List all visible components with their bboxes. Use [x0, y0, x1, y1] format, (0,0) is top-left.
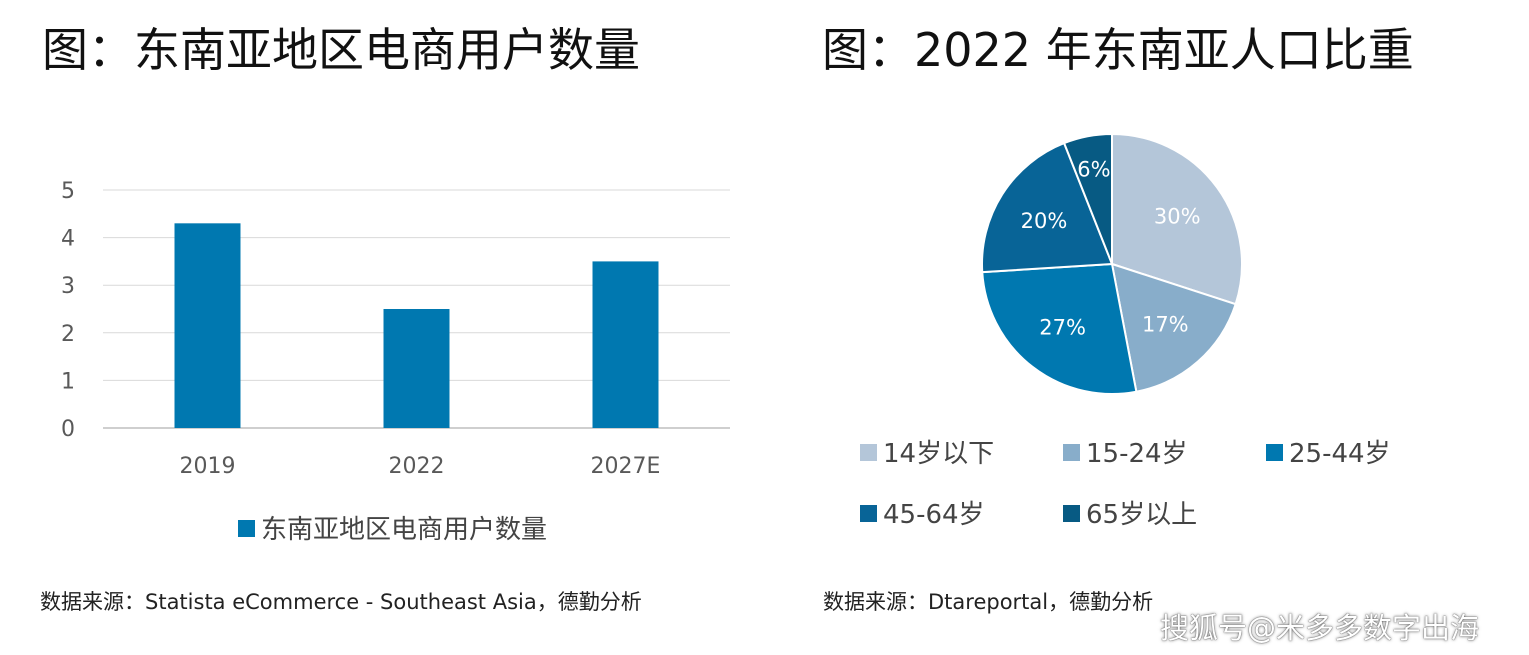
legend-label: 14岁以下 — [883, 439, 994, 469]
x-tick-label: 2027E — [591, 454, 661, 479]
legend-label: 45-64岁 — [883, 500, 985, 530]
bar — [592, 261, 659, 428]
bar-chart-source: 数据来源：Statista eCommerce - Southeast Asia… — [40, 590, 642, 614]
y-tick-label: 4 — [61, 227, 75, 252]
legend-swatch — [1063, 444, 1080, 461]
pie-data-label: 17% — [1142, 312, 1189, 336]
pie-slice — [1110, 262, 1237, 393]
legend-label: 65岁以上 — [1086, 500, 1197, 530]
pie-data-label: 30% — [1154, 205, 1201, 229]
bar-chart-title: 图：东南亚地区电商用户数量 — [42, 23, 640, 77]
bar — [174, 223, 241, 428]
legend-label: 25-44岁 — [1289, 439, 1391, 469]
pie-data-label: 27% — [1039, 316, 1086, 340]
x-tick-label: 2019 — [180, 454, 236, 479]
y-tick-label: 3 — [61, 274, 75, 299]
pie-slice — [981, 141, 1114, 274]
pie-slice — [1111, 132, 1243, 306]
pie-chart-title: 图：2022 年东南亚人口比重 — [822, 23, 1414, 77]
legend-swatch — [860, 444, 877, 461]
pie-slice — [981, 262, 1138, 395]
legend-swatch — [238, 520, 255, 537]
bar-chart: 0 1 2 3 4 5 2019 2022 2027E 东南亚地区电商用户数量 — [61, 179, 730, 545]
legend-label: 15-24岁 — [1086, 439, 1188, 469]
pie-data-label: 20% — [1021, 209, 1068, 233]
watermark: 搜狐号@米多多数字出海 — [1160, 611, 1480, 645]
y-tick-label: 5 — [61, 179, 75, 204]
bar — [383, 309, 450, 428]
pie-chart: 30% 17% 27% 20% 6% 14岁以下 15-24岁 25-44岁 45-64岁 65岁… — [860, 132, 1391, 530]
pie-chart-source: 数据来源：Dtareportal，德勤分析 — [823, 590, 1154, 614]
y-tick-label: 0 — [61, 417, 75, 442]
legend-label: 东南亚地区电商用户数量 — [261, 515, 547, 545]
legend-swatch — [1063, 505, 1080, 522]
x-tick-label: 2022 — [389, 454, 445, 479]
pie-slice — [1062, 132, 1113, 265]
pie-data-label: 6% — [1077, 158, 1110, 182]
legend-swatch — [860, 505, 877, 522]
legend-swatch — [1266, 444, 1283, 461]
y-tick-label: 1 — [61, 369, 75, 394]
y-tick-label: 2 — [61, 322, 75, 347]
